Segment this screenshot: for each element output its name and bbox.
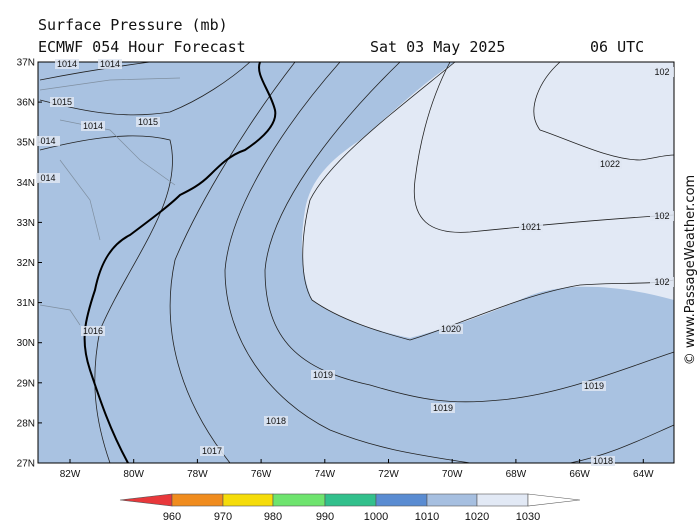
colorbar-segment xyxy=(375,493,428,507)
lat-label: 30N xyxy=(17,338,35,349)
colorbar-segment xyxy=(272,493,326,507)
lon-label: 70W xyxy=(442,469,463,480)
high-pressure-area xyxy=(301,62,674,338)
contour-label: 1019 xyxy=(313,370,333,380)
lat-label: 28N xyxy=(17,418,35,429)
lat-label: 32N xyxy=(17,258,35,269)
lon-label: 68W xyxy=(506,469,527,480)
borders xyxy=(39,77,181,326)
lon-label: 78W xyxy=(187,469,208,480)
contour-label-bg xyxy=(431,403,455,413)
contour-label-bg xyxy=(81,121,105,131)
contour-label: 1018 xyxy=(266,416,286,426)
colorbar-segment xyxy=(222,493,274,507)
colorbar-segment xyxy=(171,493,224,507)
lat-label: 34N xyxy=(17,178,35,189)
lat-label: 27N xyxy=(17,459,35,470)
colorbar-label: 1010 xyxy=(415,511,439,523)
contour-label-bg xyxy=(36,136,60,146)
lon-label: 64W xyxy=(633,469,654,480)
contour-label-bg xyxy=(50,97,74,107)
contour-label: 1014 xyxy=(83,121,103,131)
contour-label: 1015 xyxy=(138,117,158,127)
contour-label: 1022 xyxy=(600,159,620,169)
time: 06 UTC xyxy=(590,38,644,56)
isobars xyxy=(39,61,675,464)
lat-label: 35N xyxy=(17,138,35,149)
contour-label: 1014 xyxy=(57,59,77,69)
colorbar-cap xyxy=(119,493,173,507)
contour-label-bg xyxy=(311,370,335,380)
colorbar-label: 980 xyxy=(264,511,282,523)
colorbar-label: 1030 xyxy=(516,511,540,523)
colorbar-label: 970 xyxy=(214,511,232,523)
contour-label-bg xyxy=(519,222,543,232)
lat-label: 37N xyxy=(17,58,35,69)
contour-label: 1020 xyxy=(441,324,461,334)
contour-label-bg xyxy=(650,211,674,221)
lat-label: 33N xyxy=(17,218,35,229)
contour-label: 1019 xyxy=(584,381,604,391)
lon-label: 66W xyxy=(569,469,590,480)
contour-label: 102 xyxy=(654,211,669,221)
lon-label: 82W xyxy=(60,469,81,480)
contour-label-bg xyxy=(36,173,60,183)
contour-label: 1016 xyxy=(83,326,103,336)
contour-label-bg xyxy=(591,456,615,466)
credit: © www.PassageWeather.com xyxy=(683,175,698,365)
contour-label-bg xyxy=(650,277,674,287)
colorbar-label: 1020 xyxy=(465,511,489,523)
colorbar-segment xyxy=(324,493,377,507)
coastline xyxy=(83,61,277,464)
colorbar-segment xyxy=(426,493,478,507)
contour-label: 014 xyxy=(40,173,55,183)
colorbar-label: 990 xyxy=(316,511,334,523)
colorbar-segment xyxy=(476,493,529,507)
contour-label-bg xyxy=(200,446,224,456)
contour-label: 102 xyxy=(654,277,669,287)
contour-label: 1021 xyxy=(521,222,541,232)
lon-label: 76W xyxy=(251,469,272,480)
lat-label: 36N xyxy=(17,98,35,109)
date: Sat 03 May 2025 xyxy=(370,38,505,56)
lat-label: 31N xyxy=(17,298,35,309)
colorbar-label: 1000 xyxy=(364,511,388,523)
colorbar: 960 970 980 990 1000 1010 1020 1030 xyxy=(119,493,581,523)
contour-label-bg xyxy=(81,326,105,336)
lon-label: 74W xyxy=(315,469,336,480)
contour-label-bg xyxy=(55,59,79,69)
lat-label: 29N xyxy=(17,378,35,389)
contour-label: 102 xyxy=(654,67,669,77)
contour-label: 1015 xyxy=(52,97,72,107)
colorbar-cap xyxy=(527,493,581,507)
contour-label: 1019 xyxy=(433,403,453,413)
lon-label: 72W xyxy=(378,469,399,480)
lon-label: 80W xyxy=(123,469,144,480)
contour-label-bg xyxy=(264,416,288,426)
contour-label-bg xyxy=(98,59,122,69)
contour-label-bg xyxy=(650,67,674,77)
contour-label: 014 xyxy=(40,136,55,146)
contour-label: 1014 xyxy=(100,59,120,69)
title: Surface Pressure (mb) xyxy=(38,16,228,34)
contour-label: 1018 xyxy=(593,456,613,466)
colorbar-label: 960 xyxy=(163,511,181,523)
contour-label-bg xyxy=(582,381,606,391)
contour-label: 1017 xyxy=(202,446,222,456)
map xyxy=(37,61,675,464)
contour-label-bg xyxy=(598,159,622,169)
contour-label-bg xyxy=(439,324,463,334)
contour-label-bg xyxy=(136,117,160,127)
subtitle: ECMWF 054 Hour Forecast xyxy=(38,38,246,56)
